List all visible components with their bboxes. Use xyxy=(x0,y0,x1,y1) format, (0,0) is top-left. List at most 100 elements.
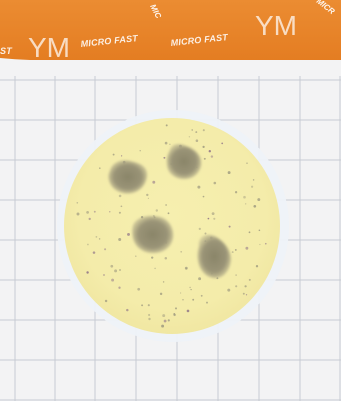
agar-speckle xyxy=(200,294,203,297)
agar-speckle xyxy=(179,292,182,294)
agar-speckle xyxy=(189,286,191,289)
agar-speckle xyxy=(155,209,159,212)
banner-background xyxy=(0,0,341,60)
agar-speckle xyxy=(87,243,89,246)
agar-speckle xyxy=(119,269,121,271)
agar-speckle xyxy=(173,313,176,317)
colony-bottom-right xyxy=(197,234,231,279)
agar-speckle xyxy=(126,308,129,312)
agar-speckle xyxy=(255,265,259,268)
agar-speckle xyxy=(202,129,205,132)
agar-speckle xyxy=(211,212,215,216)
agar-speckle xyxy=(120,155,123,157)
agar-speckle xyxy=(253,204,257,208)
agar-speckle xyxy=(208,150,211,153)
agar-speckle xyxy=(159,292,163,296)
colony-top-left xyxy=(108,160,148,194)
agar-speckle xyxy=(148,313,151,317)
agar-speckle xyxy=(265,242,267,245)
agar-speckle xyxy=(92,251,96,254)
agar-speckle xyxy=(137,287,141,291)
agar-speckle xyxy=(147,304,150,307)
agar-speckle xyxy=(76,212,80,216)
agar-speckle xyxy=(186,309,190,313)
banner-torn-edge xyxy=(0,58,341,76)
agar-speckle xyxy=(174,307,178,310)
agar-speckle xyxy=(135,255,137,257)
agar-speckle xyxy=(243,195,246,199)
banner-graphic: ST YM MICRO FAST MICRO FAST YM MIC MICR xyxy=(0,0,341,76)
agar-speckle xyxy=(258,229,261,232)
agar-speckle xyxy=(252,179,255,181)
agar-speckle xyxy=(167,319,170,322)
agar-speckle xyxy=(86,211,89,214)
agar-speckle xyxy=(248,278,251,281)
agar-speckle xyxy=(195,139,199,142)
agar-speckle xyxy=(165,124,168,127)
agar-speckle xyxy=(118,211,121,214)
agar-speckle xyxy=(206,301,208,304)
agar-speckle xyxy=(109,211,111,213)
agar-speckle xyxy=(192,298,195,301)
agar-speckle xyxy=(103,274,105,276)
agar-speckle xyxy=(221,142,224,145)
agar-speckle xyxy=(167,212,170,215)
agar-speckle xyxy=(104,248,107,251)
label-ym-right: YM xyxy=(255,10,297,41)
agar-speckle xyxy=(114,269,118,273)
label-text-clip: ST xyxy=(0,46,13,56)
agar-speckle xyxy=(110,264,114,268)
agar-speckle xyxy=(111,278,115,282)
colony-bottom-left xyxy=(132,215,174,253)
agar-speckle xyxy=(204,232,207,235)
agar-speckle xyxy=(161,324,165,328)
agar-speckle xyxy=(259,243,261,246)
colony-group xyxy=(108,144,231,279)
agar-speckle xyxy=(154,267,156,270)
agar-speckle xyxy=(139,150,141,152)
agar-speckle xyxy=(118,286,121,289)
agar-speckle xyxy=(95,236,98,238)
colony-top-right xyxy=(166,144,202,179)
agar-speckle xyxy=(98,238,101,240)
agar-speckle xyxy=(141,304,144,307)
agar-speckle xyxy=(210,155,214,158)
agar-speckle xyxy=(104,299,108,303)
agar-speckle xyxy=(165,204,167,206)
agar-speckle xyxy=(190,288,192,291)
agar-speckle xyxy=(191,129,193,131)
agar-speckle xyxy=(207,217,210,220)
agar-speckle xyxy=(228,225,231,228)
agar-speckle xyxy=(248,231,251,234)
agar-speckle xyxy=(163,319,167,323)
agar-speckle xyxy=(198,227,201,231)
agar-speckle xyxy=(112,153,115,156)
agar-speckle xyxy=(182,299,184,301)
agar-speckle xyxy=(163,156,166,159)
agar-speckle xyxy=(203,157,206,160)
agar-speckle xyxy=(227,288,231,292)
agar-speckle xyxy=(169,143,171,145)
agar-speckle xyxy=(93,210,96,213)
agar-speckle xyxy=(99,167,101,169)
agar-speckle xyxy=(164,141,168,145)
agar-speckle xyxy=(257,198,261,202)
agar-speckle xyxy=(76,202,79,204)
agar-speckle xyxy=(234,191,238,194)
agar-speckle xyxy=(213,217,216,220)
agar-speckle xyxy=(202,195,205,198)
agar-speckle xyxy=(180,250,183,253)
product-label-banner: ST YM MICRO FAST MICRO FAST YM MIC MICR xyxy=(0,0,341,76)
agar-speckle xyxy=(120,205,123,208)
agar-speckle xyxy=(164,256,168,260)
agar-speckle xyxy=(242,292,245,295)
agar-speckle xyxy=(162,314,166,318)
agar-speckle xyxy=(235,274,237,276)
agar-speckle xyxy=(152,180,156,184)
agar-speckle xyxy=(245,294,248,296)
agar-speckle xyxy=(244,285,247,288)
agar-speckle xyxy=(147,197,150,200)
agar-speckle xyxy=(88,217,91,221)
